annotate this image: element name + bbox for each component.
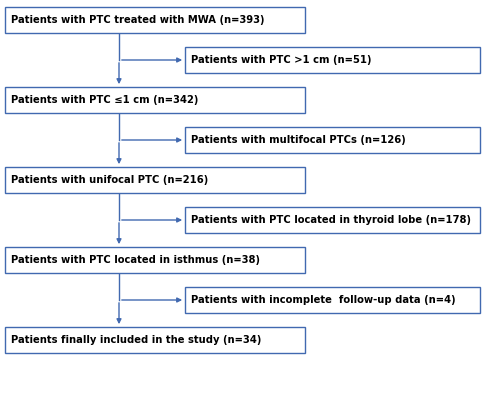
Text: Patients with incomplete  follow-up data (n=4): Patients with incomplete follow-up data … — [191, 295, 456, 305]
Text: Patients with multifocal PTCs (n=126): Patients with multifocal PTCs (n=126) — [191, 135, 406, 145]
Text: Patients with PTC treated with MWA (n=393): Patients with PTC treated with MWA (n=39… — [11, 15, 264, 25]
Text: Patients with PTC >1 cm (n=51): Patients with PTC >1 cm (n=51) — [191, 55, 372, 65]
Bar — [185, 287, 480, 313]
Bar — [5, 87, 305, 113]
Text: Patients with PTC located in thyroid lobe (n=178): Patients with PTC located in thyroid lob… — [191, 215, 471, 225]
Text: Patients finally included in the study (n=34): Patients finally included in the study (… — [11, 335, 262, 345]
Text: Patients with PTC ≤1 cm (n=342): Patients with PTC ≤1 cm (n=342) — [11, 95, 198, 105]
Bar — [5, 167, 305, 193]
Text: Patients with unifocal PTC (n=216): Patients with unifocal PTC (n=216) — [11, 175, 208, 185]
Bar — [185, 127, 480, 153]
Bar — [185, 47, 480, 73]
Bar — [185, 207, 480, 233]
Text: Patients with PTC located in isthmus (n=38): Patients with PTC located in isthmus (n=… — [11, 255, 260, 265]
Bar — [5, 327, 305, 353]
Bar — [5, 247, 305, 273]
Bar — [5, 7, 305, 33]
